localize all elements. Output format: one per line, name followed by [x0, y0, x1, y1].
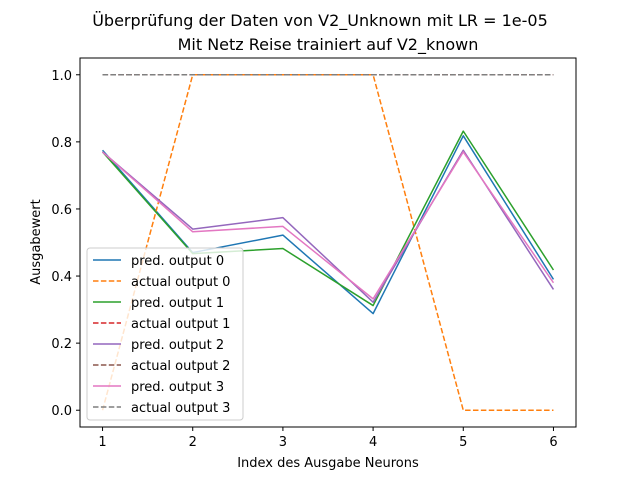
series-lines: [101, 74, 555, 411]
axis-ticks: 1 2 3 4 5 6 0.0 0.2 0.4 0.6 0.8 1.0: [51, 69, 557, 450]
chart-subtitle: Mit Netz Reise trainiert auf V2_known: [178, 35, 479, 55]
y-axis-label: Ausgabewert: [29, 199, 44, 284]
chart-title: Überprüfung der Daten von V2_Unknown mit…: [92, 11, 548, 31]
x-tick-label: 6: [549, 435, 557, 450]
y-tick-label: 0.6: [51, 203, 72, 218]
x-tick-label: 1: [98, 435, 106, 450]
legend-label-5: actual output 2: [131, 359, 230, 374]
x-tick-label: 5: [459, 435, 467, 450]
legend-label-6: pred. output 3: [131, 380, 224, 395]
legend-label-1: actual output 0: [131, 275, 230, 290]
y-tick-label: 0.0: [51, 404, 72, 419]
legend: pred. output 0 actual output 0 pred. outpu…: [86, 247, 244, 421]
x-axis-label: Index des Ausgabe Neurons: [237, 456, 419, 471]
y-tick-label: 0.2: [51, 337, 72, 352]
legend-label-2: pred. output 1: [131, 296, 224, 311]
legend-label-7: actual output 3: [131, 401, 230, 416]
x-tick-label: 3: [279, 435, 287, 450]
legend-label-0: pred. output 0: [131, 254, 224, 269]
x-tick-label: 2: [189, 435, 197, 450]
legend-box: [86, 247, 244, 421]
legend-label-3: actual output 1: [131, 317, 230, 332]
y-tick-label: 1.0: [51, 69, 72, 84]
series-line-6: [102, 151, 555, 300]
plot-area-frame: [79, 57, 577, 428]
series-line-2: [101, 130, 555, 307]
y-tick-label: 0.8: [51, 136, 72, 151]
y-tick-label: 0.4: [51, 270, 72, 285]
legend-label-4: pred. output 2: [131, 338, 224, 353]
x-tick-label: 4: [369, 435, 377, 450]
